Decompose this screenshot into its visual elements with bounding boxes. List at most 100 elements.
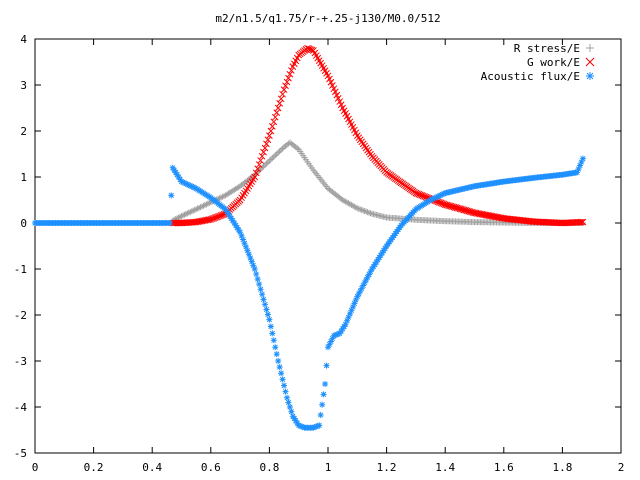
series-3-point	[313, 423, 320, 430]
series-3-point	[440, 190, 447, 197]
series-1-point	[273, 151, 280, 157]
y-tick-label: -3	[14, 355, 27, 368]
series-2-point	[274, 104, 282, 112]
series-3-point	[283, 394, 290, 401]
y-tick-label: 0	[20, 217, 27, 230]
series-2-point	[258, 152, 266, 160]
series-2-point	[276, 100, 284, 107]
series-3-point	[348, 307, 355, 314]
series-1-point	[200, 202, 207, 209]
series-3-point	[251, 266, 258, 272]
series-2-point	[267, 127, 275, 135]
series-3-point	[244, 247, 251, 254]
series-1-point	[264, 159, 271, 166]
series-3-point	[576, 162, 583, 169]
series-1-point	[262, 162, 269, 169]
series-3-point	[327, 338, 334, 345]
series-3-point	[273, 351, 280, 358]
series-3-point	[357, 288, 364, 295]
series-3-point	[281, 382, 288, 389]
series-1-point	[184, 210, 191, 217]
x-tick-label: 0.8	[259, 461, 279, 474]
series-3-point	[332, 332, 339, 339]
y-tick-label: -2	[14, 309, 27, 322]
plot-frame	[34, 38, 622, 454]
series-1-point	[188, 208, 195, 215]
series-1-point	[191, 206, 198, 213]
series-3-point	[166, 220, 173, 226]
series-3-point	[181, 179, 188, 186]
series-3-point	[288, 408, 295, 415]
series-3-point	[430, 195, 437, 202]
series-3-point	[374, 256, 381, 263]
series-2-point	[270, 118, 278, 126]
series-3-point	[339, 325, 346, 332]
y-tick-label: -1	[14, 263, 27, 276]
series-3-point	[179, 179, 186, 186]
x-tick-label: 0.2	[84, 461, 104, 474]
series-3-point	[320, 391, 327, 398]
series-3-point	[254, 276, 261, 283]
series-3-point	[266, 316, 273, 323]
series-1-point	[294, 145, 301, 152]
series-3-point	[238, 232, 245, 239]
series-3-point	[355, 290, 362, 297]
series-3-point	[341, 323, 348, 330]
legend-label: Acoustic flux/E	[481, 70, 580, 83]
series-3-point	[282, 388, 289, 395]
series-3-point	[371, 261, 378, 268]
series-3-point	[352, 297, 359, 304]
series-1-point	[279, 145, 286, 152]
series-3-point	[437, 192, 444, 199]
series-2-point	[288, 67, 295, 74]
series-1-point	[275, 149, 282, 156]
series-3-point	[248, 258, 255, 265]
series-3-point	[276, 364, 283, 371]
series-3-point	[370, 263, 377, 270]
series-3-point	[380, 247, 387, 254]
series-3-point	[263, 306, 270, 313]
series-1-point	[179, 212, 186, 219]
series-3-point	[333, 331, 340, 338]
series-3-point	[349, 303, 356, 310]
y-tick-label: 1	[20, 171, 27, 184]
series-1-point	[272, 152, 279, 159]
series-3-point	[297, 422, 304, 429]
series-1-point	[259, 164, 266, 171]
series-1-point	[355, 205, 362, 212]
series-3-point	[225, 210, 232, 217]
series-3-point	[373, 259, 380, 266]
series-3-point	[291, 415, 298, 422]
series-3-point	[232, 222, 239, 229]
series-1-point	[178, 213, 185, 220]
chart-title: m2/n1.5/q1.75/r-+.25-j130/M0.0/512	[215, 12, 440, 25]
series-3-point	[338, 328, 345, 335]
series-1-point	[364, 209, 371, 216]
series-2-point	[277, 95, 285, 103]
x-tick-label: 1	[325, 461, 332, 474]
series-3-point	[272, 344, 279, 351]
series-1-point	[181, 211, 188, 218]
series-1-point	[219, 193, 226, 200]
series-3-point	[330, 332, 337, 339]
series-3-point	[433, 194, 440, 201]
series-3-point	[431, 194, 438, 201]
series-1-point	[363, 208, 370, 215]
series-2	[169, 44, 587, 227]
series-2-point	[271, 113, 279, 121]
series-2-point	[264, 136, 272, 144]
series-3-point	[256, 281, 263, 288]
series-3-point	[439, 191, 446, 198]
series-3-point	[234, 224, 241, 231]
series-1-point	[199, 203, 206, 210]
series-1-point	[357, 206, 364, 213]
series-3-point	[262, 301, 269, 308]
series-2-point	[260, 148, 267, 156]
series-3-point	[344, 317, 351, 324]
x-tick-label: 2	[618, 461, 625, 474]
series-2-point	[261, 144, 269, 152]
x-tick-label: 0	[32, 461, 39, 474]
series-2-point	[578, 218, 585, 226]
series-3-point	[295, 422, 302, 429]
series-1-point	[278, 146, 285, 153]
